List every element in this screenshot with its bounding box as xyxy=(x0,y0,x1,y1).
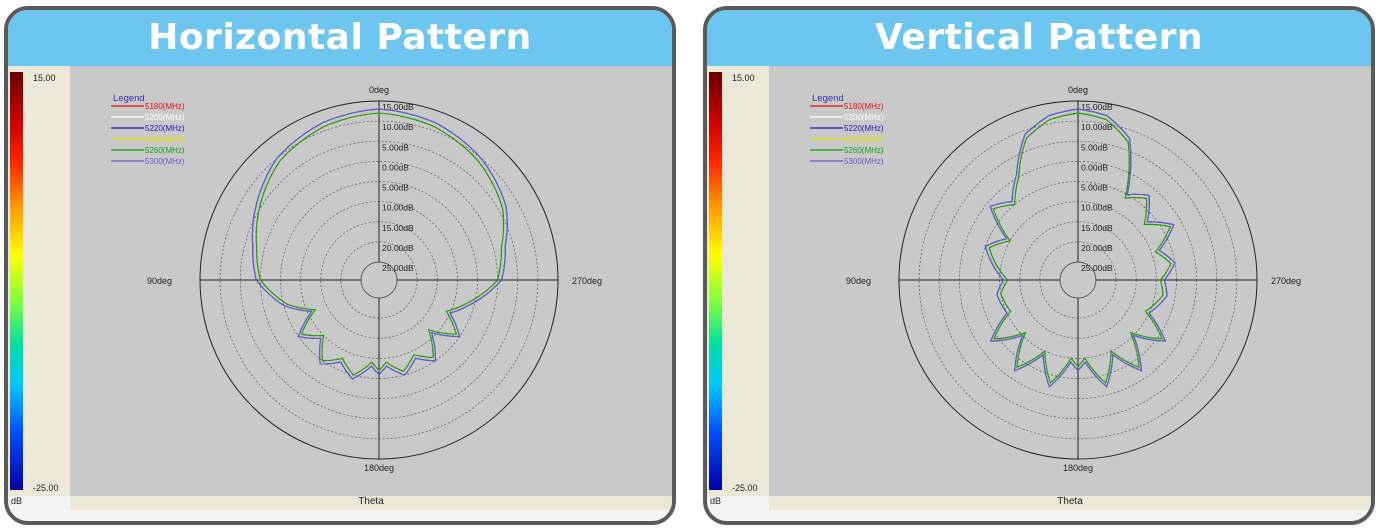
series-trace xyxy=(255,112,505,376)
horizontal-pattern-panel: Horizontal Pattern 15.00 -25.00 dB 25.00… xyxy=(4,6,676,525)
ring-tick-label: 0.00dB xyxy=(382,162,409,172)
legend-title: Legend xyxy=(113,93,145,104)
ring-tick-label: 5.00dB xyxy=(382,142,409,152)
panel-title: Vertical Pattern xyxy=(707,10,1371,66)
x-axis-label: Theta xyxy=(1057,496,1083,507)
ring-tick-label: 15.00dB xyxy=(382,102,414,112)
angle-label-90deg: 90deg xyxy=(147,276,172,286)
series-trace xyxy=(251,108,508,380)
polar-chart: 25.00dB 20.00dB 15.00dB 10.00dB 5.00dB 0.00dB… xyxy=(111,85,602,473)
bottom-strip xyxy=(8,510,672,521)
colorbar xyxy=(10,72,23,490)
legend-entry-label: 5240(MHz) xyxy=(844,135,884,144)
colorbar-min-label: -25.00 xyxy=(732,483,758,493)
panel-title: Horizontal Pattern xyxy=(8,10,672,66)
series-trace xyxy=(255,112,505,376)
theta-strip: Theta xyxy=(70,496,672,510)
series-trace xyxy=(255,112,505,376)
ring-tick-label: 10.00dB xyxy=(1081,203,1113,213)
angle-label-0deg: 0deg xyxy=(369,85,389,95)
plot-area xyxy=(707,66,1371,496)
series-trace xyxy=(988,112,1172,384)
x-axis-label: Theta xyxy=(358,496,384,507)
colorbar-min-label: -25.00 xyxy=(33,483,59,493)
legend-entry-label: 5260(MHz) xyxy=(844,146,884,155)
legend-entry-label: 5180(MHz) xyxy=(844,102,884,111)
angle-label-180deg: 180deg xyxy=(1063,463,1093,473)
legend-entry-label: 5200(MHz) xyxy=(844,113,884,122)
series-trace xyxy=(984,108,1176,388)
theta-strip: Theta xyxy=(769,496,1371,510)
ring-tick-label: 5.00dB xyxy=(1081,183,1108,193)
angle-label-270deg: 270deg xyxy=(572,276,602,286)
colorbar xyxy=(709,72,722,490)
bottom-strip xyxy=(707,510,1371,521)
series-trace xyxy=(255,112,505,376)
angle-label-180deg: 180deg xyxy=(364,463,394,473)
ring-tick-label: 0.00dB xyxy=(1081,162,1108,172)
legend-entry-label: 5220(MHz) xyxy=(844,124,884,133)
ring-tick-label: 15.00dB xyxy=(382,223,414,233)
ring-tick-label: 5.00dB xyxy=(1081,142,1108,152)
ring-tick-label: 10.00dB xyxy=(382,122,414,132)
ring-tick-label: 20.00dB xyxy=(382,243,414,253)
legend-title: Legend xyxy=(812,93,844,104)
ring-tick-label: 15.00dB xyxy=(1081,102,1113,112)
angle-label-90deg: 90deg xyxy=(846,276,871,286)
ring-tick-label: 10.00dB xyxy=(382,203,414,213)
legend-entry-label: 5240(MHz) xyxy=(145,135,185,144)
polar-chart: 25.00dB 20.00dB 15.00dB 10.00dB 5.00dB 0.00dB… xyxy=(810,85,1301,473)
colorbar-unit-label: dB xyxy=(710,496,722,506)
ring-tick-label: 20.00dB xyxy=(1081,243,1113,253)
legend-entry-label: 5180(MHz) xyxy=(145,102,185,111)
ring-tick-label: 10.00dB xyxy=(1081,122,1113,132)
legend-entry-label: 5220(MHz) xyxy=(145,124,185,133)
legend-entry-label: 5300(MHz) xyxy=(844,157,884,166)
colorbar-unit-label: dB xyxy=(11,496,23,506)
legend-entry-label: 5260(MHz) xyxy=(145,146,185,155)
vertical-pattern-panel: Vertical Pattern 15.00 -25.00 dB 25.00dB… xyxy=(703,6,1375,525)
colorbar-max-label: 15.00 xyxy=(732,73,755,83)
colorbar-max-label: 15.00 xyxy=(33,73,56,83)
ring-tick-label: 25.00dB xyxy=(1081,263,1113,273)
legend-entry-label: 5200(MHz) xyxy=(145,113,185,122)
ring-tick-label: 15.00dB xyxy=(1081,223,1113,233)
angle-label-270deg: 270deg xyxy=(1271,276,1301,286)
angle-label-0deg: 0deg xyxy=(1068,85,1088,95)
ring-tick-label: 5.00dB xyxy=(382,183,409,193)
plot-area xyxy=(8,66,672,496)
ring-tick-label: 25.00dB xyxy=(382,263,414,273)
legend-entry-label: 5300(MHz) xyxy=(145,157,185,166)
